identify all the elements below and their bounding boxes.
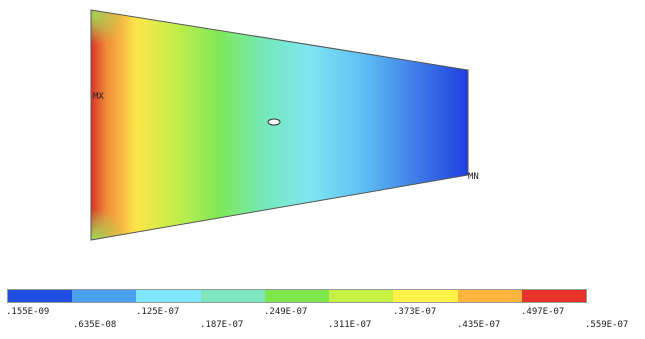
trapezoid-domain xyxy=(90,9,469,241)
legend-swatch xyxy=(393,290,458,302)
legend-value: .373E-07 xyxy=(393,307,437,317)
legend-swatch xyxy=(136,290,201,302)
legend-value: .559E-07 xyxy=(585,320,629,330)
legend-swatch xyxy=(521,290,586,302)
min-marker-label: MN xyxy=(468,172,479,182)
legend-value: .435E-07 xyxy=(457,320,501,330)
legend-value: .249E-07 xyxy=(264,307,308,317)
center-hole xyxy=(267,118,281,126)
legend-swatch xyxy=(72,290,137,302)
legend-value: .155E-09 xyxy=(6,307,50,317)
legend-value: .497E-07 xyxy=(521,307,565,317)
legend-value: .635E-08 xyxy=(73,320,117,330)
max-marker-label: MX xyxy=(93,92,104,102)
legend-swatch xyxy=(8,290,73,302)
legend-swatch xyxy=(329,290,394,302)
legend-value: .187E-07 xyxy=(200,320,244,330)
legend-value: .311E-07 xyxy=(328,320,372,330)
contour-plot: MX MN xyxy=(90,9,479,241)
legend-swatch xyxy=(200,290,265,302)
legend-value: .125E-07 xyxy=(136,307,180,317)
legend-swatch xyxy=(264,290,330,302)
legend-swatch xyxy=(457,290,522,302)
color-legend: .155E-09 .635E-08 .125E-07 .187E-07 .249… xyxy=(0,280,645,339)
legend-color-bar xyxy=(7,289,587,303)
